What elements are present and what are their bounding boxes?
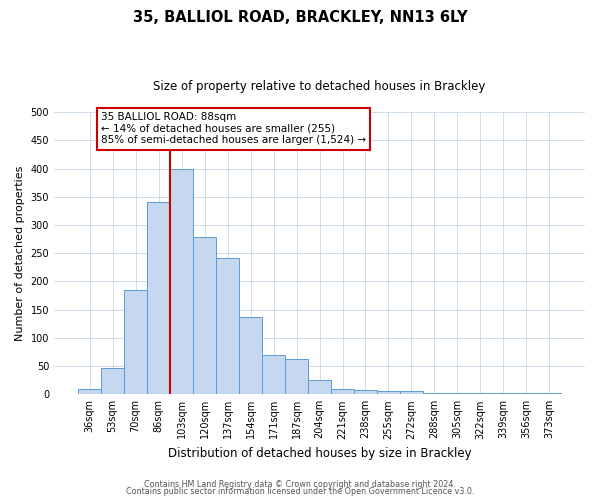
- Text: 35, BALLIOL ROAD, BRACKLEY, NN13 6LY: 35, BALLIOL ROAD, BRACKLEY, NN13 6LY: [133, 10, 467, 25]
- Bar: [400, 392, 423, 394]
- Bar: [377, 392, 400, 394]
- Y-axis label: Number of detached properties: Number of detached properties: [15, 166, 25, 341]
- Bar: [147, 202, 170, 394]
- Text: Contains HM Land Registry data © Crown copyright and database right 2024.: Contains HM Land Registry data © Crown c…: [144, 480, 456, 489]
- X-axis label: Distribution of detached houses by size in Brackley: Distribution of detached houses by size …: [168, 447, 472, 460]
- Bar: [78, 388, 101, 394]
- Text: 35 BALLIOL ROAD: 88sqm
← 14% of detached houses are smaller (255)
85% of semi-de: 35 BALLIOL ROAD: 88sqm ← 14% of detached…: [101, 112, 366, 146]
- Bar: [423, 392, 446, 394]
- Bar: [446, 392, 469, 394]
- Bar: [515, 393, 538, 394]
- Bar: [285, 360, 308, 394]
- Bar: [239, 317, 262, 394]
- Bar: [308, 380, 331, 394]
- Title: Size of property relative to detached houses in Brackley: Size of property relative to detached ho…: [154, 80, 486, 93]
- Bar: [193, 238, 216, 394]
- Bar: [170, 168, 193, 394]
- Bar: [216, 258, 239, 394]
- Bar: [101, 368, 124, 394]
- Bar: [124, 290, 147, 395]
- Bar: [354, 390, 377, 394]
- Bar: [469, 392, 492, 394]
- Text: Contains public sector information licensed under the Open Government Licence v3: Contains public sector information licen…: [126, 487, 474, 496]
- Bar: [538, 392, 561, 394]
- Bar: [492, 393, 515, 394]
- Bar: [331, 388, 354, 394]
- Bar: [262, 355, 285, 395]
